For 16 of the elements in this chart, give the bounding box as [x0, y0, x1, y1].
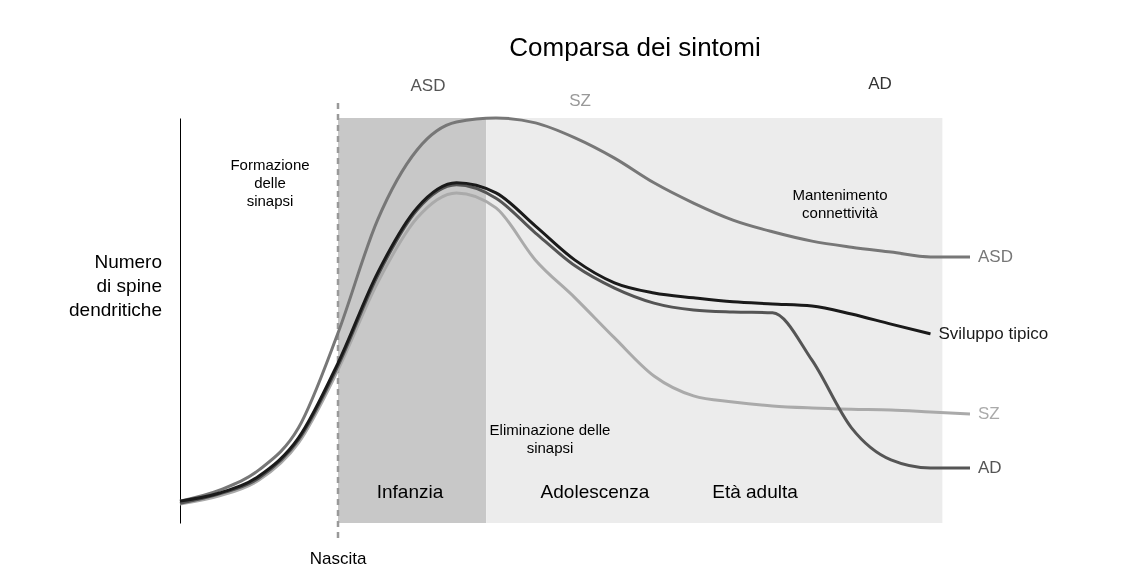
series-label: ASD	[978, 246, 1013, 266]
series-label: SZ	[978, 404, 1000, 424]
text: SZ	[569, 91, 591, 110]
series-label: AD	[978, 457, 1002, 477]
series-label: Sviluppo tipico	[938, 323, 1049, 343]
annotation: Infanzia	[376, 481, 444, 502]
chart-title: Comparsa dei sintomi	[509, 32, 761, 62]
text: ASD	[410, 76, 446, 95]
annotation: Età adulta	[712, 481, 799, 502]
annotation: Formazione delle sinapsi	[230, 156, 310, 209]
y-axis-title: Numero di spine dendritiche	[69, 251, 162, 320]
annotation: Eliminazione delle sinapsi	[489, 421, 611, 456]
annotation: Adolescenza	[540, 481, 650, 502]
text: Nascita	[309, 549, 367, 568]
annotation: Mantenimento connettività	[792, 186, 888, 221]
text: AD	[868, 74, 892, 93]
